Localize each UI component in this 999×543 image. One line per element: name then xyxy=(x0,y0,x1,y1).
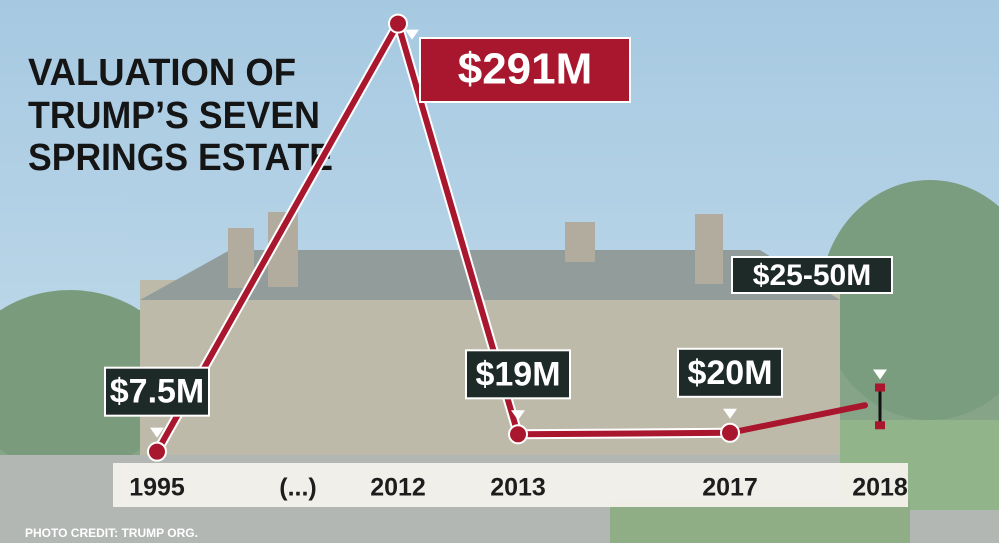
value-label-box xyxy=(465,349,571,400)
x-tick-label: 2017 xyxy=(702,474,758,502)
label-pointer xyxy=(511,410,525,421)
point xyxy=(508,424,528,445)
label-pointer xyxy=(405,29,419,40)
value-label-box xyxy=(419,37,631,103)
chart-title: SPRINGS ESTATE xyxy=(28,137,333,179)
x-tick-label: 2012 xyxy=(370,474,426,502)
range-cap xyxy=(875,421,885,430)
trend-to-range xyxy=(727,402,868,436)
value-label: $25-50M xyxy=(753,259,871,292)
value-label: $7.5M xyxy=(110,373,205,411)
value-label: $19M xyxy=(475,355,560,393)
chart-title: TRUMP’S SEVEN xyxy=(28,95,320,137)
value-label-box xyxy=(731,256,893,294)
x-tick-label: 1995 xyxy=(129,474,185,502)
x-tick-label: 2018 xyxy=(852,474,908,502)
point xyxy=(720,422,740,443)
point xyxy=(147,441,167,462)
label-pointer xyxy=(723,408,737,419)
range-cap xyxy=(875,383,885,392)
chart-title-group: VALUATION OF TRUMP’S SEVEN SPRINGS ESTAT… xyxy=(28,52,333,179)
value-label: $291M xyxy=(458,45,593,94)
chart-title: VALUATION OF xyxy=(28,52,296,94)
value-label-box xyxy=(104,366,210,417)
value-label-box xyxy=(677,347,783,398)
label-pointer xyxy=(150,427,164,438)
line xyxy=(154,20,731,454)
axis-break-label: (...) xyxy=(279,474,317,502)
label-pointer xyxy=(873,369,887,380)
x-tick-label: 2013 xyxy=(490,474,546,502)
axis-band xyxy=(113,463,908,507)
photo-credit: PHOTO CREDIT: TRUMP ORG. xyxy=(25,526,198,540)
value-label: $20M xyxy=(687,354,772,392)
point xyxy=(388,13,408,34)
